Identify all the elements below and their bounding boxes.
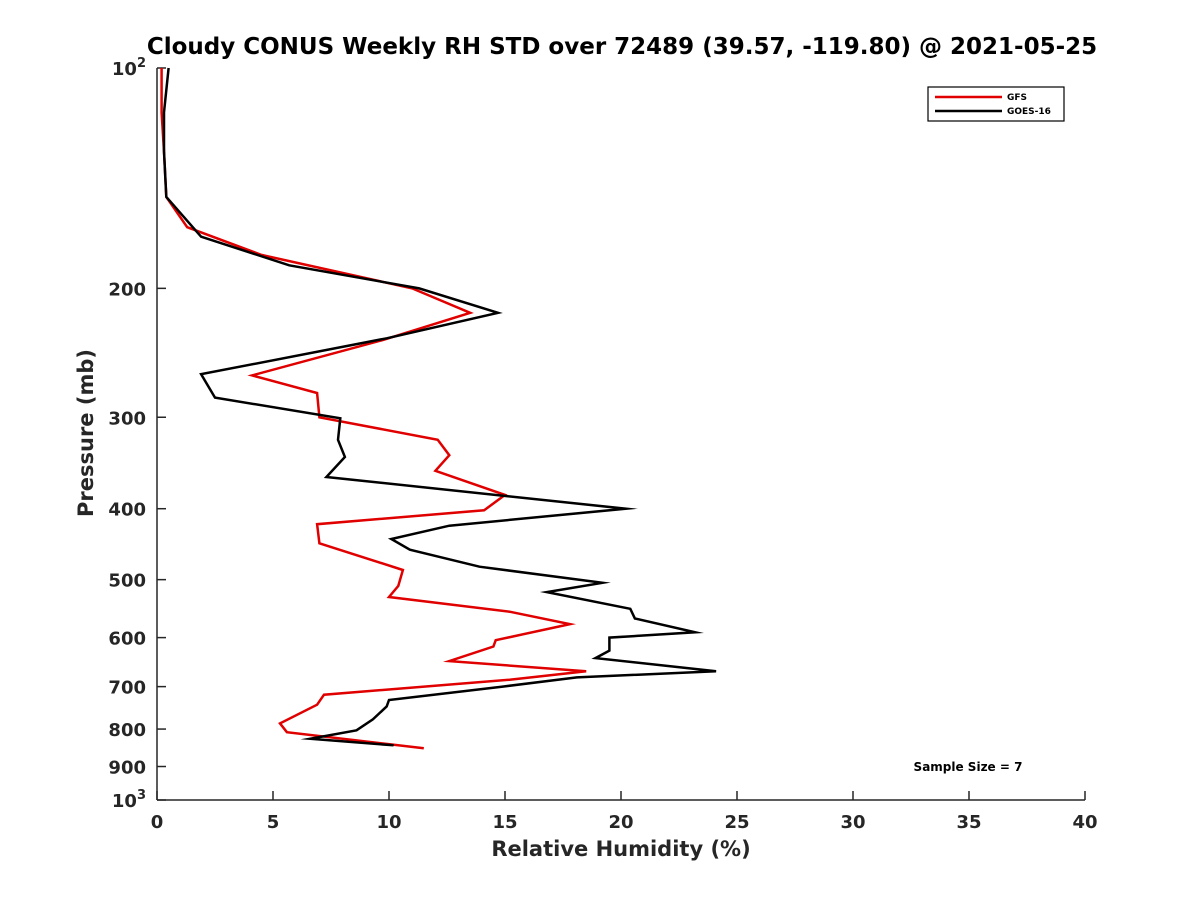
y-tick-label: 700	[108, 678, 146, 699]
y-tick-label: 500	[108, 571, 146, 592]
series-layer	[160, 67, 717, 750]
legend-entry: GOES-16	[1007, 107, 1051, 117]
y-tick-label: 900	[108, 758, 146, 779]
x-tick-label: 15	[492, 812, 517, 833]
series-line-gfs	[160, 68, 587, 750]
series-line-goes-16	[162, 67, 717, 747]
legend-entry: GFS	[1007, 93, 1027, 103]
legend-box	[927, 86, 1065, 122]
x-tick-label: 40	[1072, 812, 1097, 833]
y-axis-label: Pressure (mb)	[74, 349, 98, 517]
x-tick-label: 10	[376, 812, 401, 833]
y-tick-label: 300	[108, 408, 146, 429]
x-tick-label: 25	[724, 812, 749, 833]
x-tick-label: 20	[608, 812, 633, 833]
x-tick-label: 5	[267, 812, 280, 833]
axes: 0 5 10 15 20 25 30 35 40102200300400500600700800…	[108, 56, 1097, 833]
sample-size-annotation: Sample Size = 7	[914, 760, 1023, 774]
chart-title: Cloudy CONUS Weekly RH STD over 72489 (3…	[147, 34, 1097, 60]
x-tick-label: 0	[151, 812, 164, 833]
y-tick-exponent: 2	[137, 56, 146, 71]
x-tick-label: 35	[956, 812, 981, 833]
y-tick-label: 200	[108, 279, 146, 300]
legend: GFS GOES-16	[927, 86, 1065, 122]
y-tick-label: 600	[108, 629, 146, 650]
y-tick-exponent: 3	[137, 788, 146, 803]
y-tick-label: 400	[108, 500, 146, 521]
y-tick-label: 800	[108, 720, 146, 741]
x-axis-label: Relative Humidity (%)	[491, 837, 750, 861]
x-tick-label: 30	[840, 812, 865, 833]
